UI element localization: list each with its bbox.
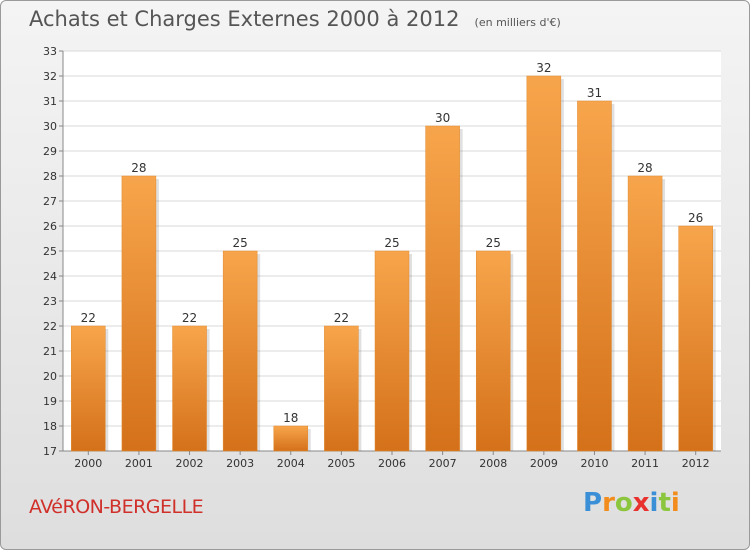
y-tick-label: 30	[43, 120, 57, 133]
data-label: 28	[637, 161, 652, 175]
bar	[374, 250, 410, 452]
y-tick-label: 29	[43, 145, 57, 158]
data-label: 25	[233, 236, 248, 250]
chart-subtitle: (en milliers d'€)	[474, 16, 561, 29]
brand-letter: r	[602, 488, 615, 518]
y-tick-label: 24	[43, 270, 57, 283]
y-tick-label: 33	[43, 45, 57, 58]
data-label: 22	[182, 311, 197, 325]
data-label: 26	[688, 211, 703, 225]
bar	[475, 250, 511, 452]
data-label: 30	[435, 111, 450, 125]
bar	[324, 325, 359, 452]
y-tick-label: 18	[43, 420, 57, 433]
bar	[172, 325, 207, 452]
x-tick-label: 2011	[631, 457, 659, 470]
bar	[425, 125, 460, 452]
data-label: 32	[536, 61, 551, 75]
bar	[222, 250, 258, 452]
x-tick-label: 2000	[74, 457, 102, 470]
x-tick-label: 2005	[327, 457, 355, 470]
brand-letter: i	[649, 488, 659, 518]
brand-letter: i	[670, 488, 680, 518]
chart-title: Achats et Charges Externes 2000 à 2012	[29, 7, 460, 31]
y-tick-label: 23	[43, 295, 57, 308]
y-tick-label: 25	[43, 245, 57, 258]
x-tick-label: 2009	[530, 457, 558, 470]
x-tick-label: 2012	[682, 457, 710, 470]
brand-letter: o	[614, 488, 633, 518]
x-tick-label: 2008	[479, 457, 507, 470]
y-tick-label: 32	[43, 70, 57, 83]
title-row: Achats et Charges Externes 2000 à 2012 (…	[29, 7, 561, 31]
data-label: 25	[384, 236, 399, 250]
y-tick-label: 19	[43, 395, 57, 408]
y-tick-label: 17	[43, 445, 57, 458]
data-label: 22	[334, 311, 349, 325]
bar	[627, 175, 663, 452]
x-tick-label: 2003	[226, 457, 254, 470]
y-tick-label: 20	[43, 370, 57, 383]
brand-letter: x	[632, 488, 650, 518]
brand-logo: Proxiti	[583, 488, 680, 518]
y-tick-label: 28	[43, 170, 57, 183]
data-label: 31	[587, 86, 602, 100]
data-label: 28	[131, 161, 146, 175]
x-tick-label: 2002	[176, 457, 204, 470]
brand-letter: P	[583, 488, 603, 518]
x-tick-label: 2006	[378, 457, 406, 470]
x-tick-label: 2004	[277, 457, 305, 470]
x-tick-label: 2007	[429, 457, 457, 470]
data-label: 18	[283, 411, 298, 425]
y-tick-label: 21	[43, 345, 57, 358]
y-tick-label: 31	[43, 95, 57, 108]
bar	[121, 175, 157, 452]
x-tick-label: 2001	[125, 457, 153, 470]
x-tick-label: 2010	[580, 457, 608, 470]
bar	[577, 100, 612, 452]
place-name: AVéRON-BERGELLE	[29, 496, 204, 518]
y-tick-label: 26	[43, 220, 57, 233]
bar	[526, 75, 562, 452]
data-label: 25	[486, 236, 501, 250]
bar	[678, 225, 713, 452]
bar	[71, 325, 106, 452]
y-tick-label: 22	[43, 320, 57, 333]
bar	[273, 425, 309, 452]
data-label: 22	[81, 311, 96, 325]
y-tick-label: 27	[43, 195, 57, 208]
brand-letter: t	[658, 488, 671, 518]
